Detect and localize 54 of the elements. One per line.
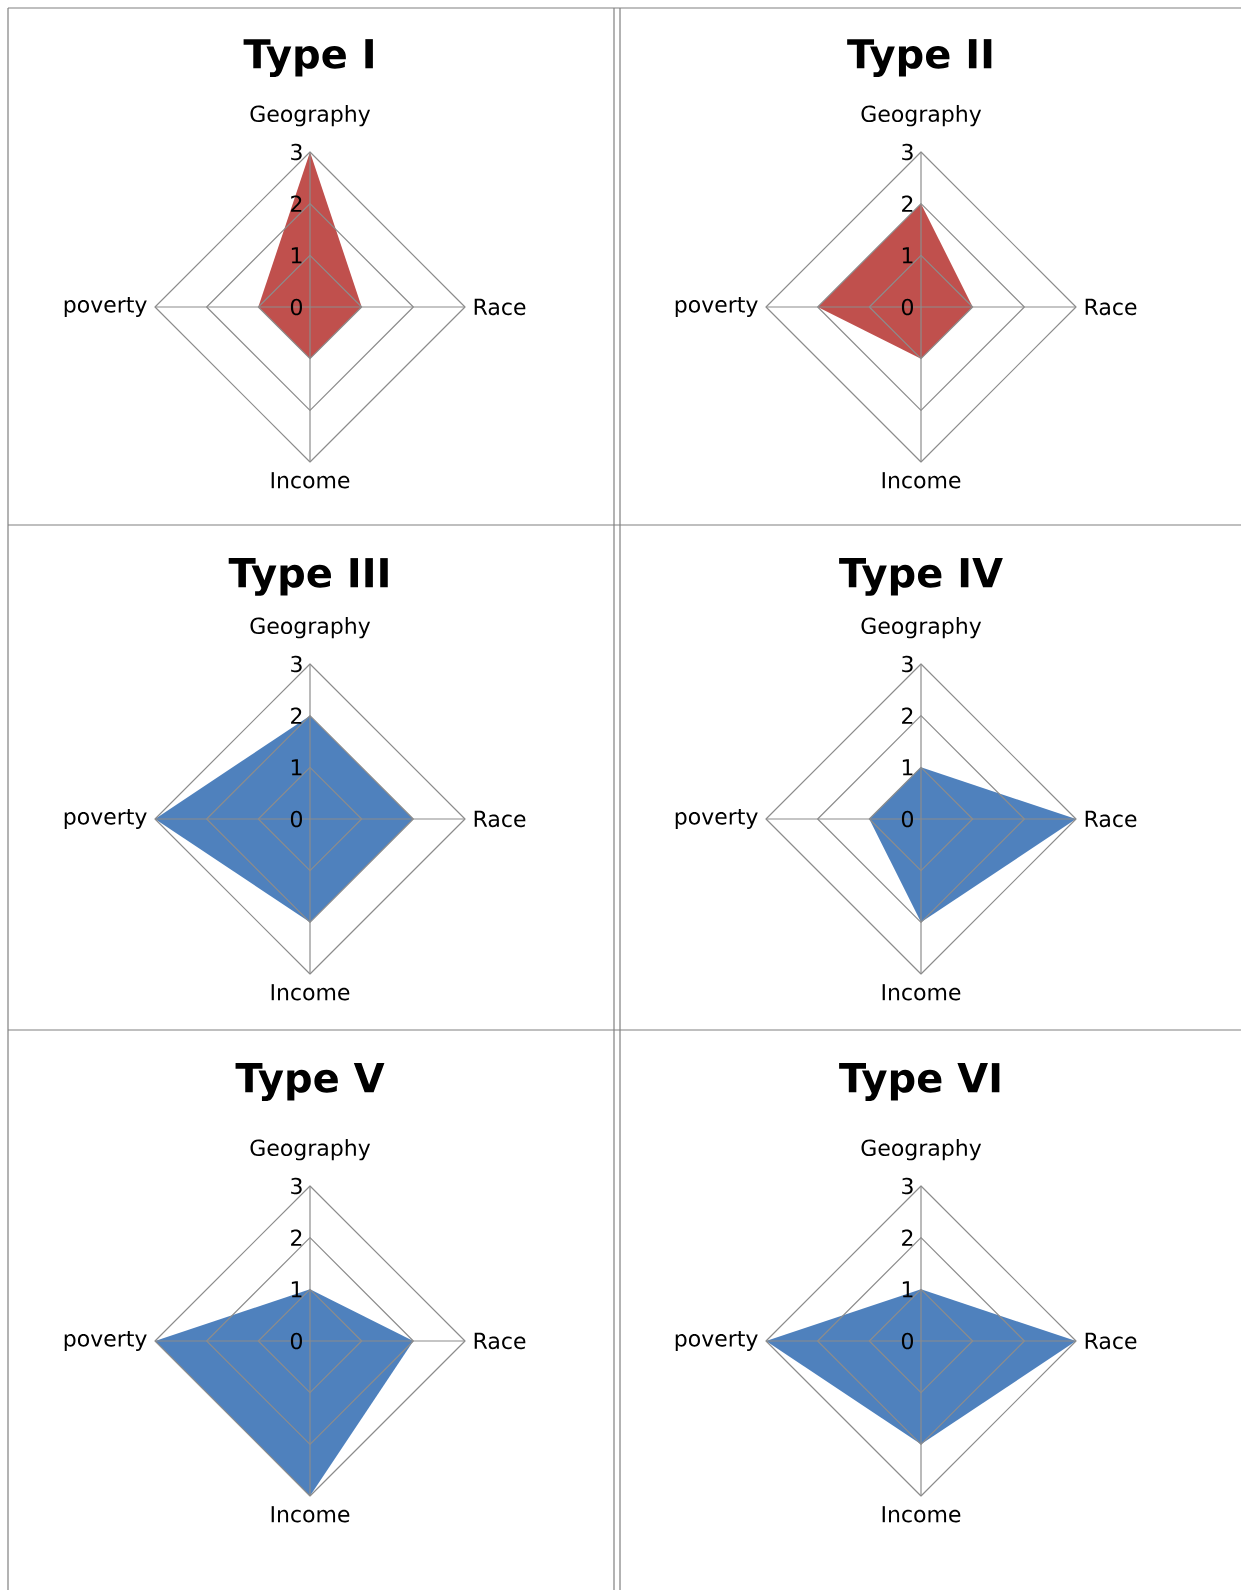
spoke-label: Income: [271, 984, 350, 1001]
spoke-label: Race: [474, 298, 526, 316]
chart-title: Type VI: [839, 1063, 1000, 1101]
spoke-label: poverty: [64, 808, 147, 830]
y-tick-label: 1: [291, 759, 302, 776]
spoke-label: Race: [1085, 810, 1137, 828]
y-tick-label: 1: [902, 247, 913, 264]
spoke-label: Geography: [250, 105, 371, 127]
y-tick-label: 0: [290, 810, 302, 828]
spoke-label: Geography: [861, 617, 982, 639]
chart-title: Type II: [847, 39, 992, 77]
y-tick-label: 2: [902, 707, 913, 724]
y-tick-label: 3: [902, 655, 913, 673]
chart-title: Type V: [235, 1063, 385, 1101]
y-tick-label: 3: [291, 143, 302, 161]
chart-title: Type I: [243, 39, 373, 77]
y-tick-label: 2: [291, 195, 302, 212]
spoke-label: Income: [882, 984, 961, 1001]
spoke-label: Race: [474, 1332, 526, 1350]
y-tick-label: 2: [291, 1229, 302, 1246]
y-tick-label: 2: [291, 707, 302, 724]
spoke-label: poverty: [675, 1330, 758, 1352]
y-tick-label: 0: [901, 1332, 913, 1350]
y-tick-label: 0: [901, 298, 913, 316]
y-tick-label: 3: [291, 1177, 302, 1195]
spoke-label: Geography: [861, 105, 982, 127]
y-tick-label: 1: [291, 247, 302, 264]
y-tick-label: 0: [290, 1332, 302, 1350]
spoke-label: Income: [882, 472, 961, 489]
y-tick-label: 3: [902, 1177, 913, 1195]
y-tick-label: 3: [291, 655, 302, 673]
spoke-label: poverty: [64, 1330, 147, 1352]
spoke-label: Income: [882, 1506, 961, 1523]
spoke-label: Income: [271, 1506, 350, 1523]
y-tick-label: 1: [291, 1281, 302, 1298]
y-tick-label: 3: [902, 143, 913, 161]
spoke-label: Geography: [861, 1139, 982, 1161]
y-tick-label: 0: [901, 810, 913, 828]
spoke-label: poverty: [64, 296, 147, 317]
y-tick-label: 2: [902, 1229, 913, 1246]
spoke-label: poverty: [675, 296, 758, 317]
spoke-label: Geography: [250, 617, 371, 639]
chart-title: Type IV: [839, 558, 1003, 596]
spoke-label: poverty: [675, 808, 758, 830]
spoke-label: Race: [1085, 298, 1137, 316]
spoke-label: Income: [271, 472, 350, 489]
y-tick-label: 2: [902, 195, 913, 212]
y-tick-label: 1: [902, 1281, 913, 1298]
spoke-label: Geography: [250, 1139, 371, 1161]
spoke-label: Race: [1085, 1332, 1137, 1350]
y-tick-label: 0: [290, 298, 302, 316]
y-tick-label: 1: [902, 759, 913, 776]
spoke-label: Race: [474, 810, 526, 828]
chart-title: Type III: [228, 558, 388, 596]
